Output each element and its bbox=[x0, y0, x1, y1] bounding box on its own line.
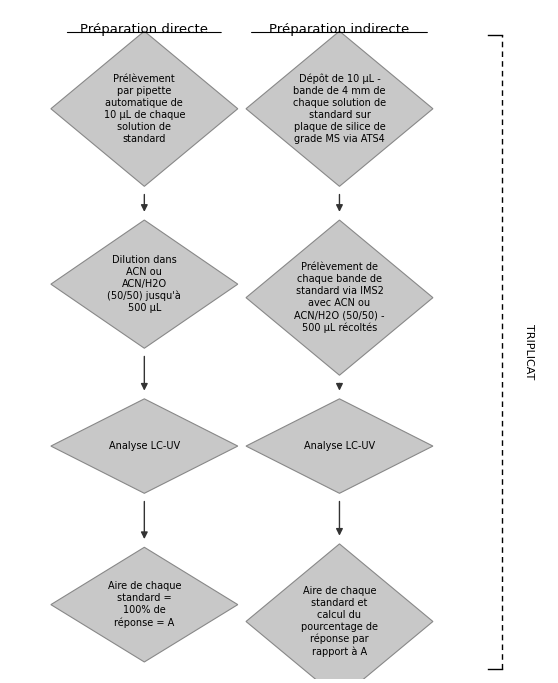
Polygon shape bbox=[246, 31, 433, 186]
Polygon shape bbox=[246, 399, 433, 493]
Polygon shape bbox=[51, 547, 238, 662]
Text: Dilution dans
ACN ou
ACN/H2O
(50/50) jusqu'à
500 µL: Dilution dans ACN ou ACN/H2O (50/50) jus… bbox=[108, 255, 181, 313]
Text: Aire de chaque
standard =
100% de
réponse = A: Aire de chaque standard = 100% de répons… bbox=[108, 581, 181, 628]
Text: Préparation directe: Préparation directe bbox=[80, 23, 208, 36]
Text: Analyse LC-UV: Analyse LC-UV bbox=[304, 441, 375, 451]
Polygon shape bbox=[51, 399, 238, 493]
Text: Prélèvement
par pipette
automatique de
10 µL de chaque
solution de
standard: Prélèvement par pipette automatique de 1… bbox=[104, 74, 185, 143]
Text: Prélèvement de
chaque bande de
standard via IMS2
avec ACN ou
ACN/H2O (50/50) -
5: Prélèvement de chaque bande de standard … bbox=[294, 262, 384, 333]
Text: Aire de chaque
standard et
calcul du
pourcentage de
réponse par
rapport à A: Aire de chaque standard et calcul du pou… bbox=[301, 586, 378, 657]
Text: TRIPLICAT: TRIPLICAT bbox=[524, 324, 534, 379]
Text: Dépôt de 10 µL -
bande de 4 mm de
chaque solution de
standard sur
plaque de sili: Dépôt de 10 µL - bande de 4 mm de chaque… bbox=[293, 74, 386, 144]
Text: Préparation indirecte: Préparation indirecte bbox=[270, 23, 410, 36]
Polygon shape bbox=[51, 31, 238, 186]
Polygon shape bbox=[246, 544, 433, 683]
Polygon shape bbox=[246, 220, 433, 375]
Text: Analyse LC-UV: Analyse LC-UV bbox=[109, 441, 180, 451]
Polygon shape bbox=[51, 220, 238, 348]
